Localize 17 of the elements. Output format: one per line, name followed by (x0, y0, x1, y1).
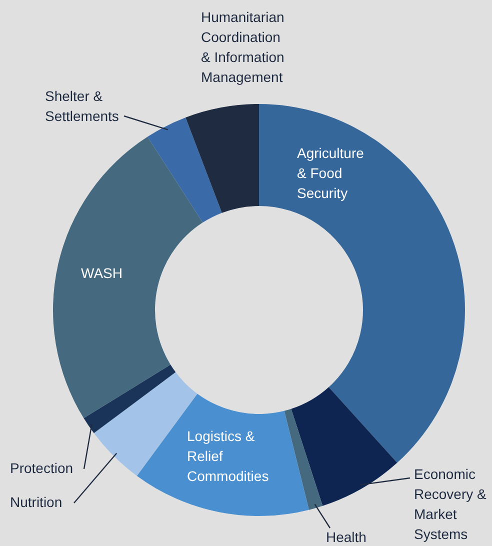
slice-label: Protection (10, 460, 74, 476)
donut-slice (284, 408, 323, 510)
slice-label: WASH (81, 265, 122, 281)
slice-label: Shelter & Settlements (45, 88, 119, 124)
donut-slice (84, 364, 176, 434)
slice-label: Agriculture & Food Security (297, 145, 364, 201)
donut-slice (291, 387, 398, 506)
slice-label: Health (326, 529, 366, 545)
slice-label: Humanitarian Coordination & Information Management (201, 9, 284, 85)
donut-slice (148, 118, 222, 223)
donut-slice (136, 394, 309, 516)
donut-slice (186, 104, 259, 213)
slice-label: Economic Recovery & Market Systems (414, 466, 488, 542)
donut-slice (53, 136, 203, 418)
donut-slice (259, 104, 465, 463)
slice-label: Logistics & Relief Commodities (187, 428, 269, 484)
slice-label: Nutrition (10, 494, 62, 510)
